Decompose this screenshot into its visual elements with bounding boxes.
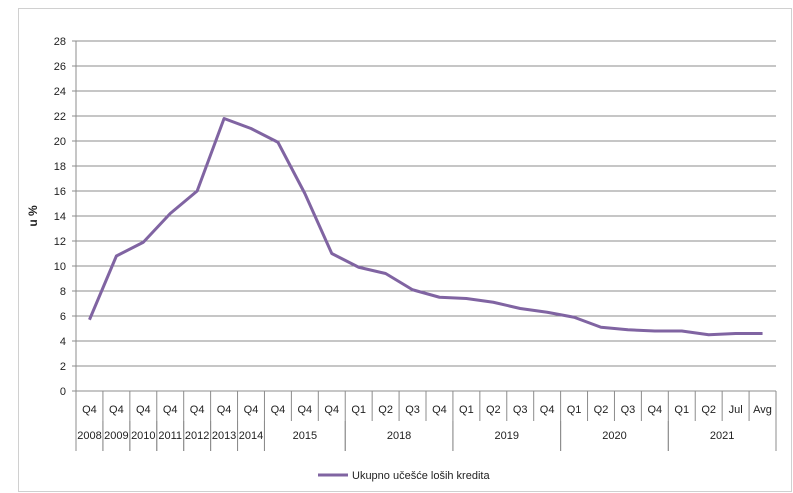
quarter-label: Q4 (190, 404, 205, 416)
y-axis-label: u % (26, 205, 40, 227)
y-tick-label: 28 (54, 36, 66, 48)
quarter-label: Q3 (513, 404, 528, 416)
series-lines (88, 117, 763, 337)
series-line-0 (88, 117, 763, 337)
y-tick-label: 16 (54, 186, 66, 198)
quarter-label: Q4 (82, 404, 97, 416)
year-label: 2015 (293, 430, 317, 442)
gridlines (76, 40, 776, 367)
legend: Ukupno učešće loših kredita (318, 470, 490, 482)
year-label: 2009 (104, 430, 128, 442)
year-label: 2010 (131, 430, 155, 442)
quarter-label: Q3 (405, 404, 420, 416)
quarter-label: Q3 (621, 404, 636, 416)
y-tick-label: 18 (54, 161, 66, 173)
year-label: 2013 (212, 430, 236, 442)
quarter-label: Q4 (540, 404, 555, 416)
year-label: 2019 (495, 430, 519, 442)
y-tick-label: 2 (60, 361, 66, 373)
y-tick-label: 4 (60, 336, 66, 348)
y-tick-label: 24 (54, 86, 66, 98)
quarter-label: Q4 (136, 404, 151, 416)
year-label: 2020 (602, 430, 626, 442)
quarter-label: Q4 (648, 404, 663, 416)
quarter-label: Q4 (298, 404, 313, 416)
quarter-label: Q4 (271, 404, 286, 416)
y-tick-label: 10 (54, 261, 66, 273)
legend-label: Ukupno učešće loših kredita (352, 470, 490, 482)
quarter-label: Q1 (351, 404, 366, 416)
quarter-label: Q1 (674, 404, 689, 416)
quarter-label: Q1 (567, 404, 582, 416)
quarter-label: Q4 (324, 404, 339, 416)
y-tick-label: 20 (54, 136, 66, 148)
y-tick-label: 22 (54, 111, 66, 123)
quarter-label: Jul (729, 404, 743, 416)
y-tick-label: 14 (54, 211, 66, 223)
quarter-label: Q4 (163, 404, 178, 416)
year-label: 2021 (710, 430, 734, 442)
y-tick-label: 6 (60, 311, 66, 323)
quarter-label: Q4 (432, 404, 447, 416)
quarter-label: Q1 (459, 404, 474, 416)
quarter-label: Q2 (701, 404, 716, 416)
quarter-label: Q4 (217, 404, 232, 416)
year-label: 2008 (77, 430, 101, 442)
quarter-label: Q2 (594, 404, 609, 416)
y-tick-label: 0 (60, 386, 66, 398)
quarter-label: Q4 (244, 404, 259, 416)
year-label: 2012 (185, 430, 209, 442)
axes (72, 40, 777, 451)
quarter-label: Avg (753, 404, 772, 416)
quarter-label: Q2 (486, 404, 501, 416)
quarter-label: Q4 (109, 404, 124, 416)
chart-frame: 0 2 4 6 8 10 12 14 16 18 20 22 24 26 28 Q4 Q4 Q4 Q4 Q4 Q4 Q4… (18, 8, 792, 492)
y-tick-label: 26 (54, 61, 66, 73)
year-label: 2018 (387, 430, 411, 442)
quarter-label: Q2 (378, 404, 393, 416)
year-label: 2014 (239, 430, 263, 442)
x-category-labels: Q4 Q4 Q4 Q4 Q4 Q4 Q4 Q4 Q4 Q4 Q1 Q2 Q3 Q4 Q1 Q2 Q3 Q4 Q1 Q2… (77, 404, 772, 442)
year-label: 2011 (158, 430, 182, 442)
y-tick-label: 12 (54, 236, 66, 248)
y-tick-label: 8 (60, 286, 66, 298)
